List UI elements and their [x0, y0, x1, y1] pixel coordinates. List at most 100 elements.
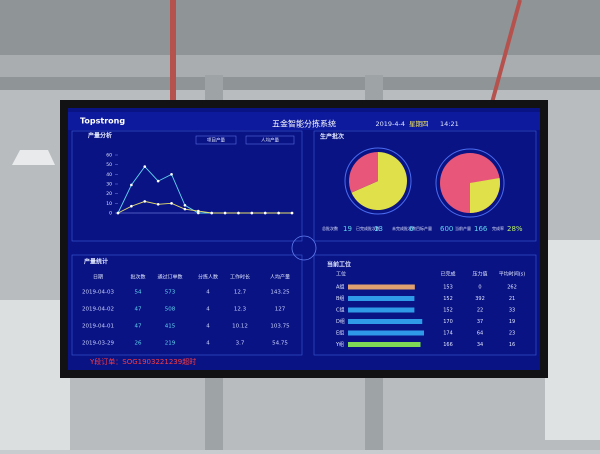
table-cell: 33: [509, 308, 515, 314]
table-cell: 153: [443, 285, 453, 291]
table-cell: 54.75: [272, 341, 288, 347]
stat-label: 总批次数: [322, 225, 338, 231]
button[interactable]: [195, 135, 237, 145]
table-cell: 23: [509, 331, 515, 337]
y-tick-label: 50: [106, 162, 112, 168]
hub: [291, 235, 317, 261]
panel: [71, 254, 303, 356]
table-header: 通过订单数: [157, 274, 182, 281]
stat-value: 600: [440, 225, 453, 233]
y-tick-label: 10: [106, 201, 112, 207]
table-cell: 21: [509, 296, 515, 302]
table-cell: 415: [165, 324, 176, 330]
table-cell: A组: [336, 284, 344, 291]
stat-label: 完成率: [492, 225, 504, 231]
ring: [435, 148, 505, 218]
table-cell: 2019-04-03: [82, 290, 114, 296]
point: [277, 211, 280, 215]
table-cell: 12.3: [234, 307, 247, 313]
bar: [348, 342, 421, 347]
table-cell: 47: [135, 324, 142, 330]
table-cell: 12.7: [234, 290, 247, 296]
stat-label: 当前产量: [455, 225, 471, 231]
panel-title: 当前工位: [327, 261, 351, 269]
table-cell: 392: [475, 296, 485, 302]
table-cell: 4: [206, 290, 210, 296]
table-header: 平均时间(s): [499, 271, 526, 278]
bar: [348, 307, 415, 313]
point: [197, 211, 200, 215]
stat-label: 已完成批次数: [356, 225, 380, 231]
table-cell: 152: [443, 308, 453, 314]
table-cell: 37: [477, 319, 483, 325]
point: [183, 207, 187, 211]
table-cell: 54: [135, 290, 142, 296]
table-cell: 152: [443, 296, 453, 302]
table-cell: 2019-04-02: [82, 307, 114, 313]
table-cell: 26: [135, 341, 142, 347]
button[interactable]: [245, 135, 295, 145]
table-cell: C组: [336, 307, 345, 314]
ring: [344, 147, 412, 215]
point: [210, 211, 213, 215]
table-cell: 16: [509, 342, 515, 348]
time: 14:21: [440, 120, 459, 128]
table-cell: 174: [443, 331, 453, 337]
table-cell: 3.7: [236, 341, 245, 347]
table-cell: 170: [443, 319, 453, 325]
header-bar: [68, 112, 540, 130]
window: [0, 300, 70, 450]
table-cell: 143.25: [270, 290, 290, 296]
table-header: 人均产量: [270, 274, 290, 281]
pipe: [170, 0, 176, 110]
table-cell: 166: [443, 342, 453, 348]
panel-title: 产量统计: [84, 258, 108, 266]
table-cell: 0: [478, 285, 481, 291]
button-label[interactable]: 项目产量: [207, 137, 225, 144]
bar: [348, 296, 415, 301]
stat-value: 28%: [507, 225, 523, 233]
table-cell: 4: [206, 324, 210, 330]
point: [130, 183, 133, 187]
table-cell: 4: [206, 307, 210, 313]
point: [237, 211, 240, 215]
point: [263, 211, 267, 215]
table-cell: D组: [336, 318, 345, 325]
point: [170, 173, 173, 176]
point: [143, 165, 147, 168]
stat-label: 目标产量: [416, 225, 432, 231]
table-cell: 47: [135, 307, 142, 313]
window: [545, 240, 600, 440]
table-header: 批次数: [130, 274, 145, 281]
table-header: 已完成: [440, 271, 455, 278]
point: [156, 179, 160, 183]
beam: [0, 55, 600, 77]
y-tick-label: 0: [109, 211, 112, 217]
point: [116, 211, 120, 215]
point: [183, 203, 187, 207]
point: [170, 202, 173, 205]
table-cell: 64: [477, 331, 483, 337]
y-tick-label: 20: [106, 191, 112, 197]
stat-value: 166: [474, 225, 488, 233]
stat-value: 13: [374, 225, 383, 233]
point: [143, 200, 147, 203]
point: [223, 211, 227, 215]
table-cell: 22: [477, 308, 483, 314]
table-cell: 34: [477, 342, 483, 348]
table-cell: Y组: [335, 341, 344, 348]
pie-slice: [348, 152, 378, 193]
table-cell: 262: [507, 285, 517, 291]
table-cell: 508: [165, 307, 176, 313]
table-cell: 4: [206, 341, 210, 347]
panel: [71, 130, 303, 242]
button-label[interactable]: 人均产量: [261, 137, 279, 144]
logo: Topstrong: [80, 117, 125, 126]
table-header: 工作时长: [230, 274, 250, 281]
y-tick-label: 40: [106, 172, 112, 178]
table-cell: 19: [509, 319, 515, 325]
panel-title: 产量分析: [88, 132, 112, 140]
stat-value: 19: [343, 225, 352, 233]
